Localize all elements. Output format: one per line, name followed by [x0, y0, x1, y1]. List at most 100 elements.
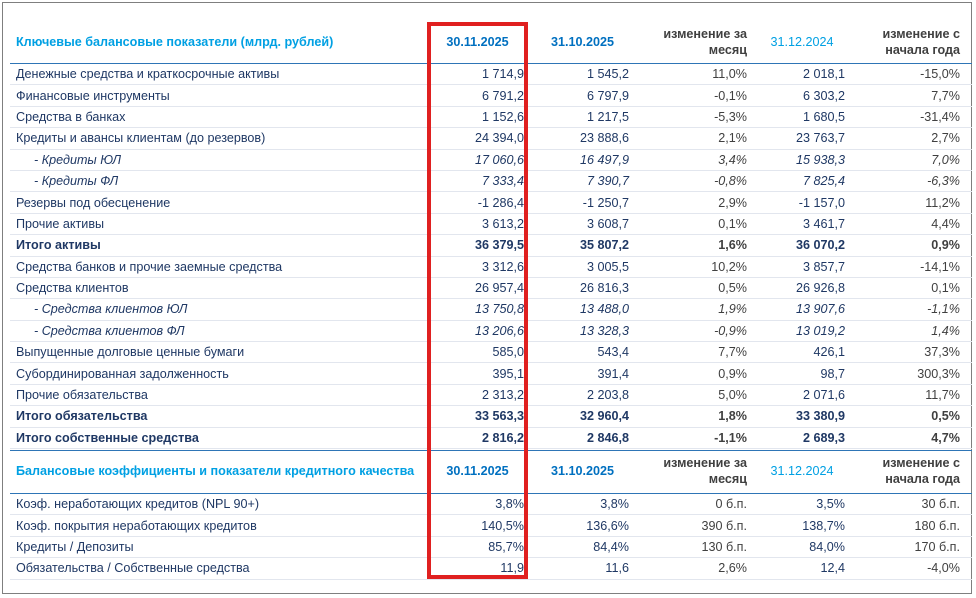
- value-ytd-change: 4,4%: [931, 216, 960, 231]
- table-row: - Кредиты ЮЛ 17 060,6 16 497,9 3,4% 15 938,3…: [10, 150, 972, 171]
- value-ytd-change: 0,5%: [931, 409, 960, 424]
- table-row: Финансовые инструменты 6 791,2 6 797,9 -0,1…: [10, 85, 972, 107]
- value-31-10-2025: 84,4%: [593, 540, 629, 554]
- value-31-12-2024: 98,7: [820, 366, 845, 381]
- value-month-change: -5,3%: [714, 109, 747, 124]
- value-31-12-2024: -1 157,0: [798, 195, 845, 210]
- value-month-change: 2,6%: [718, 561, 747, 576]
- row-label: Прочие обязательства: [16, 388, 148, 403]
- value-month-change: 0 б.п.: [715, 497, 747, 512]
- value-31-12-2024: 7 825,4: [802, 174, 845, 189]
- value-31-10-2025: 13 328,3: [579, 323, 629, 338]
- value-month-change: 130 б.п.: [701, 540, 747, 554]
- value-31-10-2025: 35 807,2: [579, 238, 629, 253]
- row-label: Резервы под обесценение: [16, 195, 171, 210]
- col-header-month-change: изменение за месяц: [663, 26, 747, 57]
- row-label: - Средства клиентов ЮЛ: [34, 302, 188, 317]
- value-ytd-change: 7,0%: [931, 152, 960, 167]
- row-label: Средства в банках: [16, 109, 126, 124]
- value-31-12-2024: 1 680,5: [802, 109, 845, 124]
- value-month-change: 10,2%: [711, 259, 747, 274]
- table-row: Субординированная задолженность 395,1 391,…: [10, 363, 972, 385]
- value-30-11-2025: 3 613,2: [481, 216, 524, 231]
- value-31-12-2024: 138,7%: [802, 518, 845, 533]
- table-row: Кредиты / Депозиты 85,7% 84,4% 130 б.п. 84,0…: [10, 537, 972, 559]
- table-row: Средства банков и прочие заемные средств…: [10, 257, 972, 278]
- value-31-12-2024: 15 938,3: [795, 152, 845, 167]
- table1-body: Денежные средства и краткосрочные активы…: [10, 64, 972, 450]
- table-row: - Кредиты ФЛ 7 333,4 7 390,7 -0,8% 7 825,4 -6…: [10, 171, 972, 193]
- row-label: Итого собственные средства: [16, 430, 199, 445]
- value-31-12-2024: 13 019,2: [795, 323, 845, 338]
- value-30-11-2025: 2 313,2: [481, 388, 524, 403]
- value-month-change: 3,4%: [718, 152, 747, 167]
- col-header-30-11-2025: 30.11.2025: [446, 464, 509, 479]
- value-31-12-2024: 426,1: [813, 345, 845, 360]
- value-31-10-2025: 7 390,7: [586, 174, 629, 189]
- col-header-month-change: изменение за месяц: [663, 456, 747, 487]
- value-ytd-change: 7,7%: [931, 88, 960, 103]
- value-31-12-2024: 13 907,6: [795, 302, 845, 317]
- value-30-11-2025: -1 286,4: [477, 195, 524, 210]
- value-month-change: 1,8%: [718, 409, 747, 424]
- value-30-11-2025: 13 750,8: [474, 302, 524, 317]
- value-31-10-2025: 11,6: [605, 561, 629, 576]
- value-month-change: 11,0%: [712, 67, 747, 82]
- value-month-change: 0,5%: [718, 281, 747, 296]
- highlight-box-current-column: [427, 22, 528, 579]
- table-row: - Средства клиентов ФЛ 13 206,6 13 328,3 -0…: [10, 321, 972, 343]
- value-31-10-2025: 13 488,0: [579, 302, 629, 317]
- table2-header: Балансовые коэффициенты и показатели кре…: [10, 450, 972, 495]
- value-30-11-2025: 24 394,0: [474, 131, 524, 146]
- value-30-11-2025: 26 957,4: [474, 281, 524, 296]
- value-month-change: 0,1%: [718, 216, 747, 231]
- value-31-12-2024: 23 763,7: [795, 131, 845, 146]
- table2-title: Балансовые коэффициенты и показатели кре…: [16, 464, 415, 479]
- value-30-11-2025: 3 312,6: [481, 259, 524, 274]
- value-month-change: 2,1%: [718, 131, 747, 146]
- row-label: - Кредиты ФЛ: [34, 174, 119, 189]
- value-31-10-2025: 543,4: [597, 345, 629, 360]
- value-30-11-2025: 11,9: [500, 561, 524, 576]
- value-ytd-change: -1,1%: [927, 302, 960, 317]
- value-30-11-2025: 6 791,2: [481, 88, 524, 103]
- value-ytd-change: -15,0%: [920, 67, 960, 82]
- table1-title: Ключевые балансовые показатели (млрд. ру…: [16, 34, 334, 49]
- table-row: Коэф. покрытия неработающих кредитов 140,…: [10, 515, 972, 537]
- value-ytd-change: -4,0%: [927, 561, 960, 576]
- row-label: Кредиты и авансы клиентам (до резервов): [16, 131, 266, 146]
- value-month-change: 7,7%: [718, 345, 747, 360]
- value-30-11-2025: 36 379,5: [474, 238, 524, 253]
- col-header-31-10-2025: 31.10.2025: [550, 34, 615, 49]
- value-ytd-change: 180 б.п.: [914, 518, 960, 533]
- value-31-10-2025: 3 608,7: [586, 216, 629, 231]
- value-31-10-2025: 23 888,6: [579, 131, 629, 146]
- value-ytd-change: -6,3%: [927, 174, 960, 189]
- row-label: Финансовые инструменты: [16, 88, 170, 103]
- row-label: Денежные средства и краткосрочные активы: [16, 67, 280, 82]
- row-label: Итого активы: [16, 238, 101, 253]
- table-row: Прочие обязательства 2 313,2 2 203,8 5,0% 2 …: [10, 385, 972, 407]
- row-label: Средства клиентов: [16, 281, 129, 296]
- value-month-change: 5,0%: [718, 388, 747, 403]
- table-row: Обязательства / Собственные средства 11,9…: [10, 558, 972, 580]
- value-month-change: -1,1%: [714, 430, 747, 445]
- table-row: Резервы под обесценение -1 286,4 -1 250,7 2…: [10, 192, 972, 214]
- value-ytd-change: 0,1%: [931, 281, 960, 296]
- table-row: Прочие активы 3 613,2 3 608,7 0,1% 3 461,7 4,…: [10, 214, 972, 236]
- value-ytd-change: -31,4%: [920, 109, 960, 124]
- row-label: Обязательства / Собственные средства: [16, 561, 250, 576]
- value-31-12-2024: 2 018,1: [802, 67, 845, 82]
- value-31-10-2025: 3 005,5: [586, 259, 629, 274]
- value-month-change: 1,9%: [718, 302, 747, 317]
- col-header-ytd-change: изменение с начала года: [882, 456, 960, 487]
- value-ytd-change: 30 б.п.: [921, 497, 960, 512]
- row-label: Выпущенные долговые ценные бумаги: [16, 345, 245, 360]
- table-row: Коэф. неработающих кредитов (NPL 90+) 3,8…: [10, 494, 972, 516]
- value-month-change: -0,8%: [714, 174, 747, 189]
- row-label: Кредиты / Депозиты: [16, 540, 134, 554]
- value-ytd-change: -14,1%: [920, 259, 960, 274]
- value-31-10-2025: -1 250,7: [582, 195, 629, 210]
- value-30-11-2025: 7 333,4: [481, 174, 524, 189]
- value-ytd-change: 170 б.п.: [914, 540, 960, 554]
